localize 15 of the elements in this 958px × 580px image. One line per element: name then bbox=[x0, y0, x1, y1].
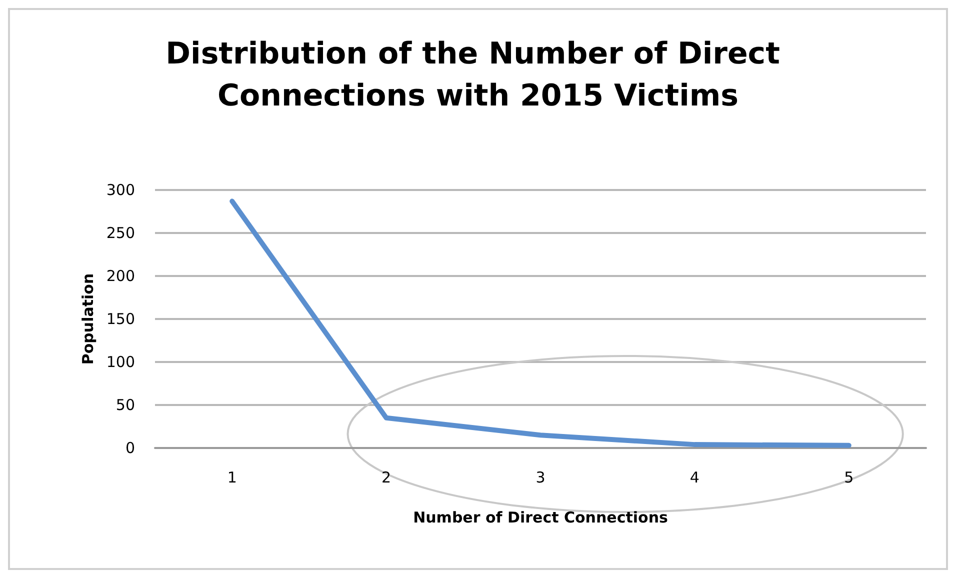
x-tick-label: 4 bbox=[690, 468, 700, 486]
y-tick-label: 150 bbox=[106, 310, 135, 328]
y-tick-label: 200 bbox=[106, 267, 135, 285]
y-tick-label: 300 bbox=[106, 181, 135, 199]
x-tick-label: 5 bbox=[844, 468, 854, 486]
y-tick-label: 250 bbox=[106, 224, 135, 242]
y-tick-label: 50 bbox=[116, 396, 135, 414]
x-tick-label: 3 bbox=[536, 468, 546, 486]
y-tick-label: 100 bbox=[106, 353, 135, 371]
x-tick-label: 1 bbox=[227, 468, 237, 486]
x-tick-label: 2 bbox=[382, 468, 392, 486]
chart-title: Distribution of the Number of Direct Connections with 2015 Victims bbox=[166, 36, 790, 114]
y-axis-title: Population bbox=[78, 273, 97, 365]
x-axis-title: Number of Direct Connections bbox=[413, 508, 668, 526]
y-tick-label: 0 bbox=[125, 439, 135, 457]
